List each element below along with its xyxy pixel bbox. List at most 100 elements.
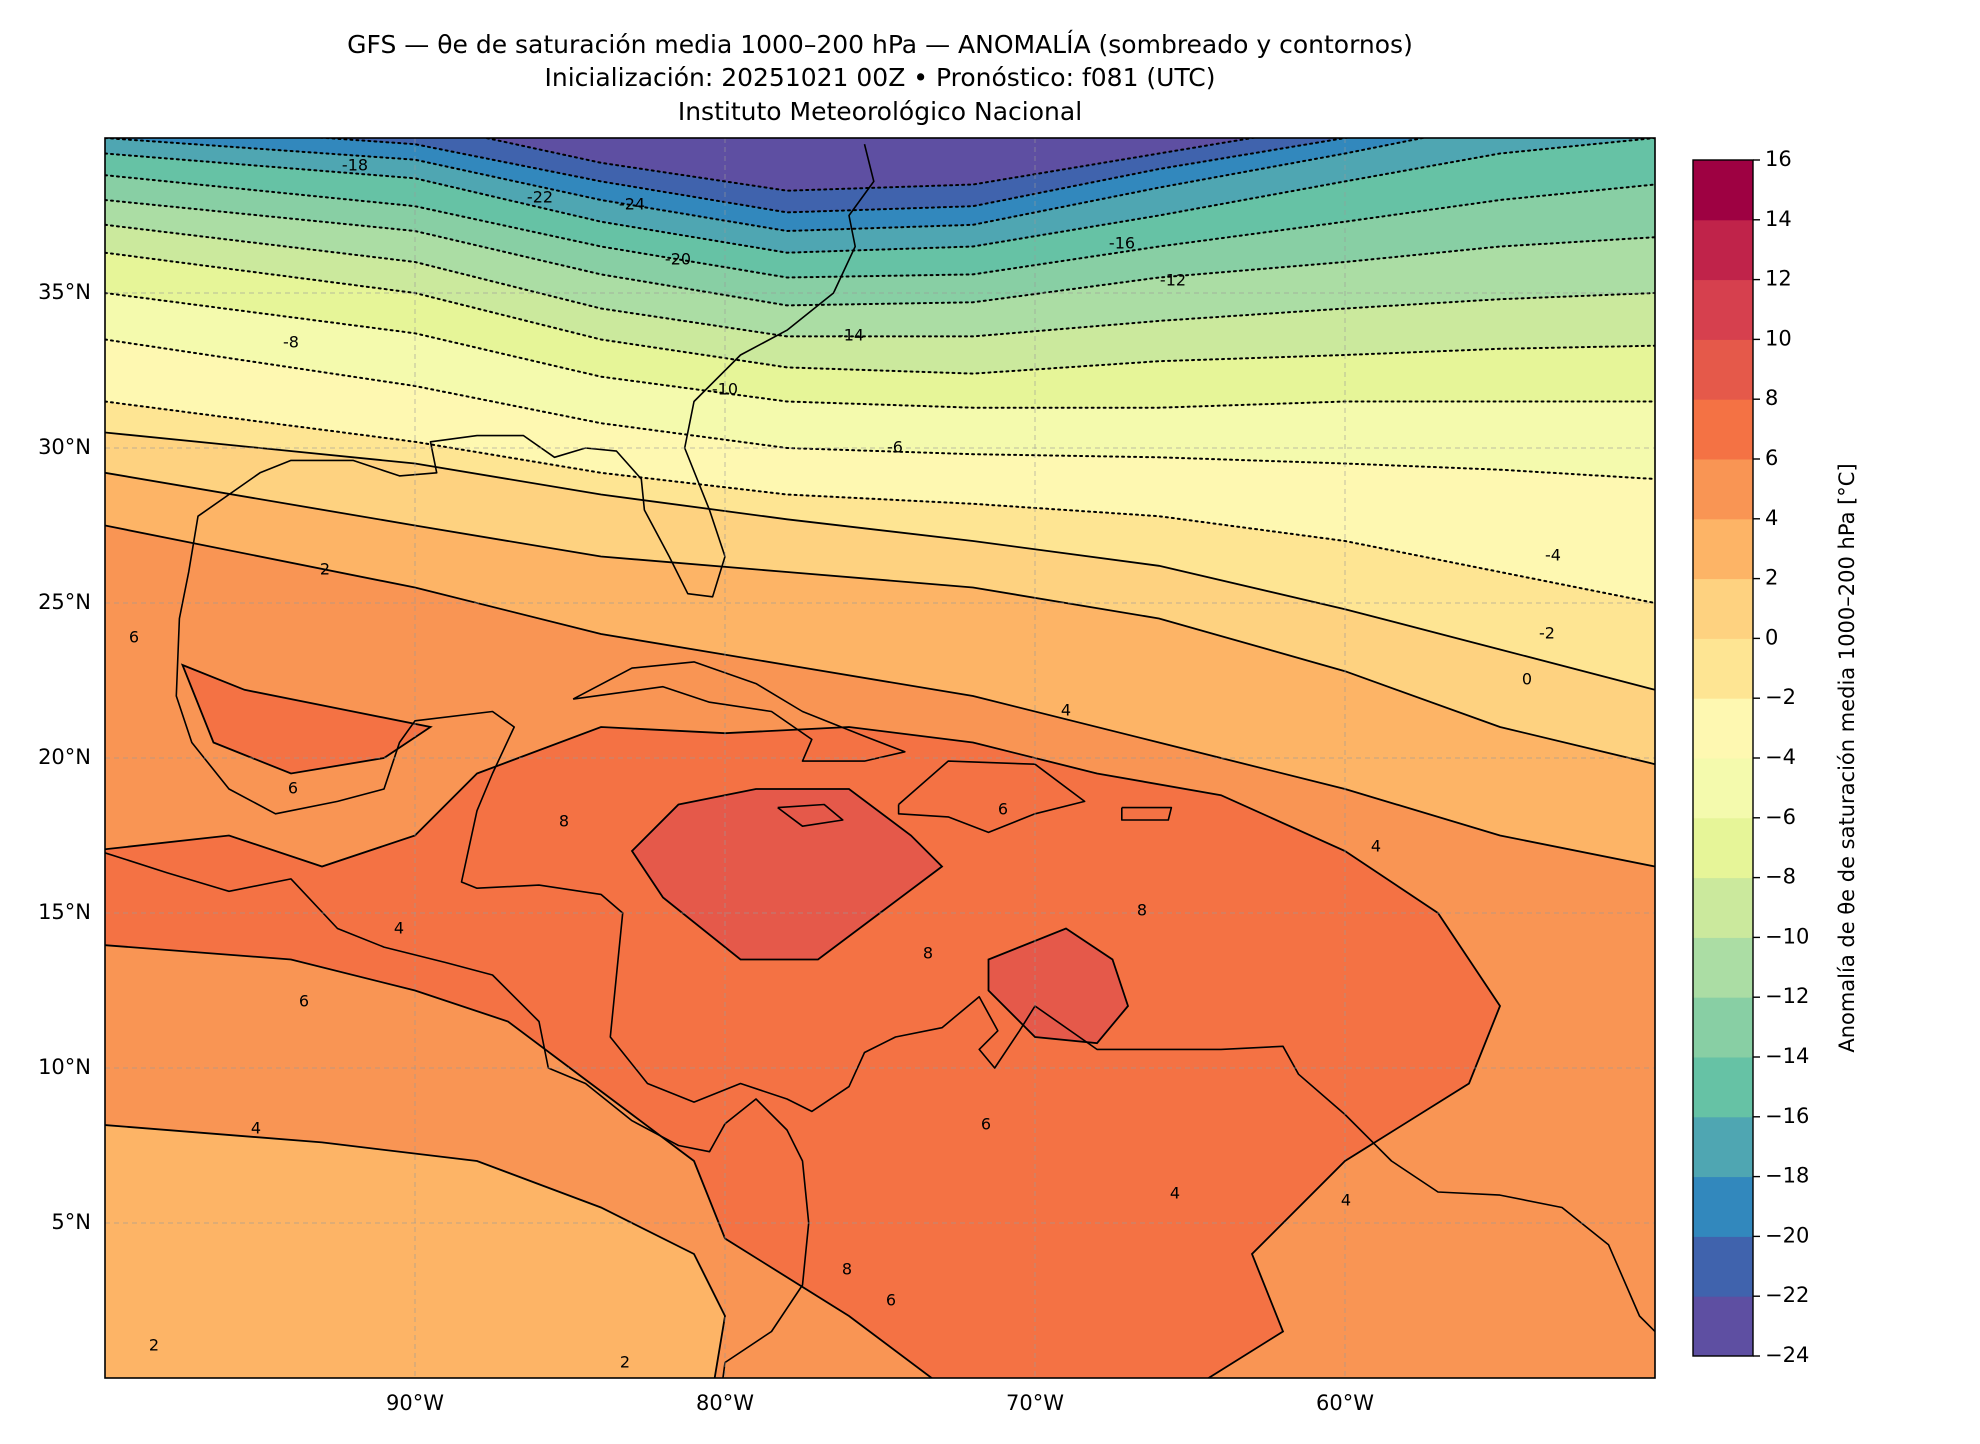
contour-label: 8 <box>559 812 569 831</box>
colorbar-bin <box>1693 219 1753 281</box>
contour-label: 4 <box>394 919 404 938</box>
coastline <box>572 661 906 762</box>
coastline <box>175 144 1655 1333</box>
contour-label: 6 <box>299 992 309 1011</box>
colorbar-tick-label: −16 <box>1765 1104 1809 1128</box>
colorbar-bin <box>1693 638 1753 699</box>
colorbar-tick-label: −22 <box>1765 1283 1809 1307</box>
colorbar-tick-label: −10 <box>1765 924 1809 948</box>
contour-label: -10 <box>712 380 738 399</box>
colorbar-label: Anomalía de θe de saturación media 1000–… <box>1835 463 1859 1052</box>
contour-line <box>105 199 1655 307</box>
contour-line <box>105 471 1655 766</box>
contour-label: 6 <box>886 1291 896 1310</box>
contour-line <box>180 663 433 775</box>
colorbar-tick-label: −4 <box>1765 745 1796 769</box>
coastline <box>777 803 844 827</box>
y-tick-label: 30°N <box>38 435 91 459</box>
colorbar-bin <box>1693 997 1753 1058</box>
colorbar-tick-label: −8 <box>1765 865 1796 889</box>
colorbar-bin <box>1693 459 1753 520</box>
contour-label: 0 <box>1522 670 1532 689</box>
contour-line <box>105 138 1655 254</box>
shade-blob <box>105 727 1500 1378</box>
colorbar-bin <box>1693 937 1753 998</box>
colorbar-tick-label: −12 <box>1765 984 1809 1008</box>
colorbar-bin <box>1693 279 1753 340</box>
contour-label: 6 <box>288 779 298 798</box>
coastline <box>1121 806 1173 821</box>
contour-line <box>105 726 1502 1378</box>
y-tick-label: 35°N <box>38 280 91 304</box>
subtitle: Inicialización: 20251021 00Z • Pronóstic… <box>545 63 1216 92</box>
x-tick-label: 80°W <box>696 1391 754 1415</box>
contour-line <box>105 251 1655 375</box>
colorbar-tick-label: −14 <box>1765 1044 1809 1068</box>
contour-label: -6 <box>887 438 903 457</box>
colorbar-tick-label: −18 <box>1765 1164 1809 1188</box>
contour-label: 2 <box>149 1336 159 1355</box>
shade-south <box>105 1125 725 1378</box>
colorbar-tick-label: 10 <box>1765 326 1792 350</box>
contour-line <box>105 174 1655 279</box>
colorbar-bin <box>1693 518 1753 580</box>
colorbar-bin <box>1693 1176 1753 1237</box>
contour-label: 6 <box>998 800 1008 819</box>
colorbar-bin <box>1693 758 1753 819</box>
colorbar-bin <box>1693 1057 1753 1118</box>
colorbar-tick-label: −20 <box>1765 1223 1809 1247</box>
contour-label: -22 <box>527 188 553 207</box>
contour-label: 2 <box>320 560 330 579</box>
x-tick-label: 90°W <box>386 1391 444 1415</box>
colorbar-tick-label: −2 <box>1765 685 1796 709</box>
title: GFS — θe de saturación media 1000–200 hP… <box>347 30 1413 59</box>
map-frame <box>104 137 1656 1379</box>
y-tick-label: 25°N <box>38 590 91 614</box>
contour-label: 8 <box>842 1260 852 1279</box>
colorbar-bin <box>1693 877 1753 938</box>
colorbar-tick-label: 6 <box>1765 446 1778 470</box>
contour-line <box>105 1124 726 1378</box>
coastline <box>105 852 810 1378</box>
contour-line <box>312 138 1351 214</box>
colorbar-bin <box>1693 578 1753 639</box>
colorbar-bin <box>1693 817 1753 879</box>
map-shading <box>105 138 1655 1378</box>
institution: Instituto Meteorológico Nacional <box>678 97 1082 126</box>
contour-label: 8 <box>1137 901 1147 920</box>
colorbar-bin <box>1693 399 1753 460</box>
contour-line <box>105 292 1655 409</box>
axes: 90°W 80°W 70°W 60°W35°N30°N25°N20°N15°N10°N… <box>38 280 1374 1415</box>
shade-blob <box>988 928 1128 1044</box>
x-tick-label: 60°W <box>1316 1391 1374 1415</box>
shade-blob <box>632 789 942 960</box>
contour-label: -16 <box>1109 234 1135 253</box>
contour-label: 2 <box>620 1353 630 1372</box>
contour-line <box>105 223 1655 338</box>
contour-label: -2 <box>1539 624 1555 643</box>
y-tick-label: 20°N <box>38 745 91 769</box>
colorbar-bin <box>1693 1296 1753 1357</box>
contour-label: 4 <box>1341 1191 1351 1210</box>
colorbar-bin <box>1693 160 1753 221</box>
contour-label: 6 <box>129 628 139 647</box>
map-overlay: -18-22 -24-20-16-12-14-8-10-6-4-202646464… <box>105 138 1655 1378</box>
contour-label: 6 <box>981 1115 991 1134</box>
x-tick-label: 70°W <box>1006 1391 1064 1415</box>
contour-label: -12 <box>1160 271 1186 290</box>
contour-line <box>105 431 1655 691</box>
y-tick-label: 15°N <box>38 900 91 924</box>
y-tick-label: 5°N <box>51 1210 91 1234</box>
contour-label: -4 <box>1545 546 1561 565</box>
colorbar-tick-label: 16 <box>1765 147 1792 171</box>
contour-label: -8 <box>283 333 299 352</box>
colorbar-tick-label: 8 <box>1765 386 1778 410</box>
contour-label: 8 <box>923 944 933 963</box>
contour-label: -14 <box>838 326 864 345</box>
colorbar: −24−22−20−18−16−14−12−10−8−6−4−202468101… <box>1692 147 1809 1367</box>
contour-label: -20 <box>665 250 691 269</box>
colorbar-tick-label: 12 <box>1765 267 1792 291</box>
colorbar-bin <box>1693 698 1753 759</box>
